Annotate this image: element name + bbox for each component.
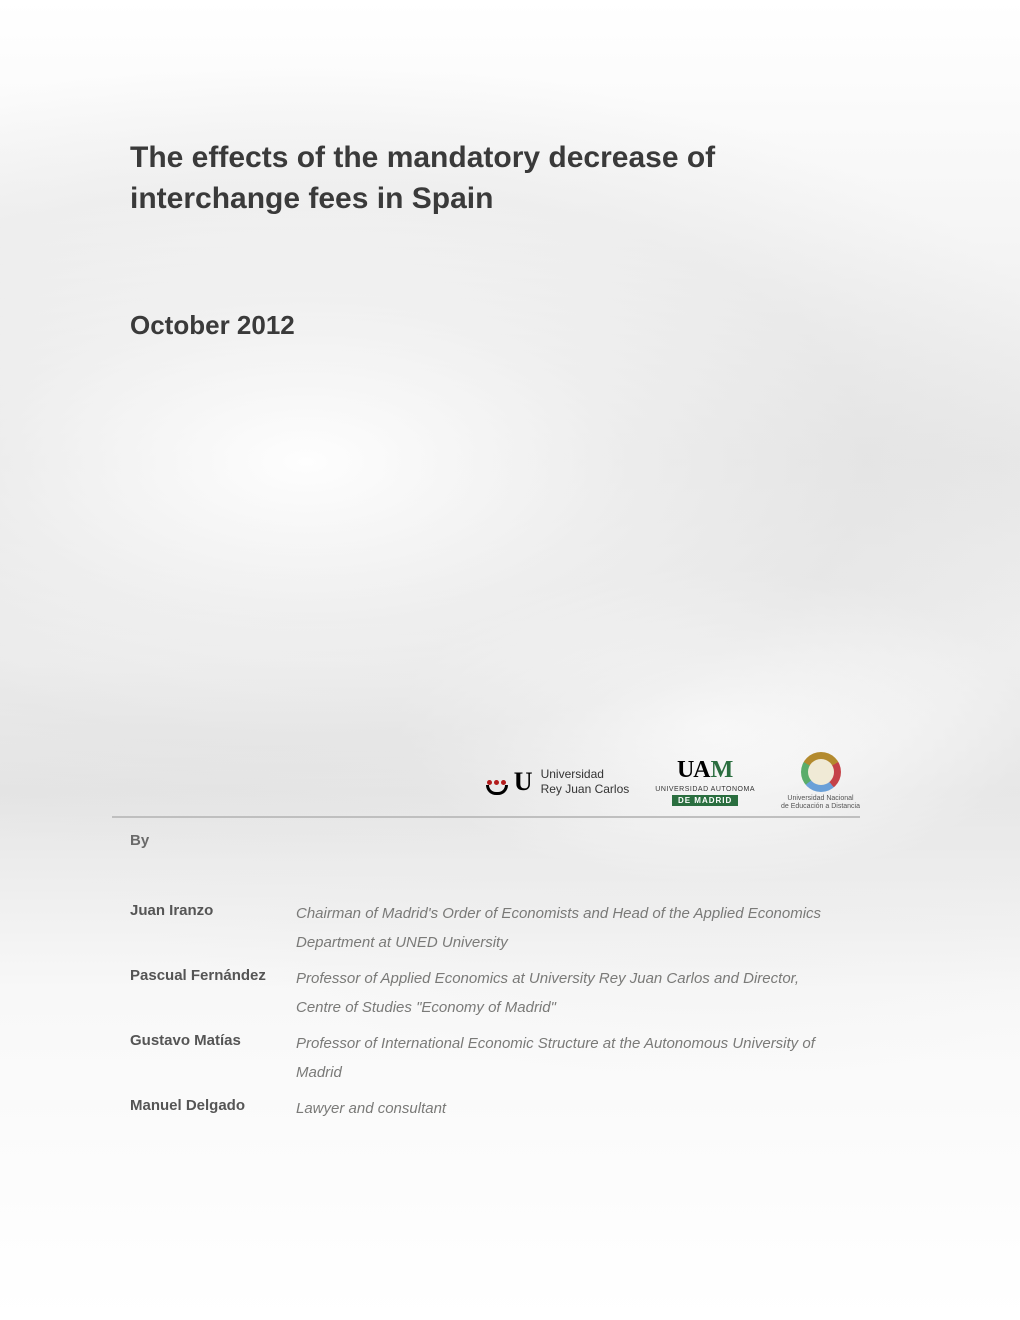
- uned-seal-icon: [801, 752, 841, 792]
- logo-urjc-line1: Universidad: [541, 767, 630, 782]
- author-name: Gustavo Matías: [130, 1030, 296, 1087]
- author-desc: Professor of International Economic Stru…: [296, 1030, 840, 1087]
- logo-uam: UAM UNIVERSIDAD AUTONOMA DE MADRID: [655, 757, 755, 806]
- author-row: Manuel Delgado Lawyer and consultant: [130, 1095, 840, 1124]
- author-desc: Professor of Applied Economics at Univer…: [296, 965, 840, 1022]
- logo-uam-line1: UNIVERSIDAD AUTONOMA: [655, 786, 755, 793]
- logo-uned-text: Universidad Nacional de Educación a Dist…: [781, 795, 860, 811]
- author-name: Juan Iranzo: [130, 900, 296, 957]
- author-desc: Lawyer and consultant: [296, 1095, 840, 1124]
- urjc-u-icon: U: [514, 769, 533, 795]
- logo-urjc-line2: Rey Juan Carlos: [541, 782, 630, 797]
- document-date: October 2012: [130, 310, 295, 341]
- author-name: Pascual Fernández: [130, 965, 296, 1022]
- urjc-dots-icon: [487, 780, 506, 785]
- author-desc: Chairman of Madrid's Order of Economists…: [296, 900, 840, 957]
- authors-list: Juan Iranzo Chairman of Madrid's Order o…: [130, 900, 840, 1132]
- institution-logos: U Universidad Rey Juan Carlos UAM UNIVER…: [486, 752, 860, 811]
- author-name: Manuel Delgado: [130, 1095, 296, 1124]
- author-row: Pascual Fernández Professor of Applied E…: [130, 965, 840, 1022]
- logo-urjc: U Universidad Rey Juan Carlos: [486, 767, 630, 797]
- logo-uned-line2: de Educación a Distancia: [781, 803, 860, 811]
- document-title: The effects of the mandatory decrease of…: [130, 138, 860, 219]
- logo-uam-line2: DE MADRID: [672, 795, 738, 806]
- by-label: By: [130, 832, 149, 849]
- uam-mark-icon: UAM: [677, 757, 733, 784]
- section-divider: [112, 816, 860, 818]
- cover-page: The effects of the mandatory decrease of…: [130, 0, 890, 1320]
- author-row: Juan Iranzo Chairman of Madrid's Order o…: [130, 900, 840, 957]
- logo-uned: Universidad Nacional de Educación a Dist…: [781, 752, 860, 811]
- logo-uned-line1: Universidad Nacional: [781, 795, 860, 803]
- author-row: Gustavo Matías Professor of Internationa…: [130, 1030, 840, 1087]
- urjc-arc-icon: [486, 785, 508, 795]
- logo-urjc-text: Universidad Rey Juan Carlos: [541, 767, 630, 797]
